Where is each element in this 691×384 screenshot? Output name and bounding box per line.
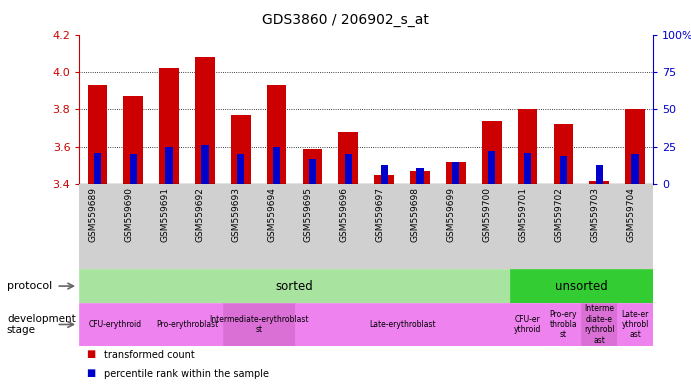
Bar bbox=[79, 269, 509, 303]
Bar bbox=[165, 147, 173, 184]
Text: Intermediate-erythroblast
st: Intermediate-erythroblast st bbox=[209, 315, 308, 334]
Text: GDS3860 / 206902_s_at: GDS3860 / 206902_s_at bbox=[262, 13, 429, 27]
Bar bbox=[195, 57, 215, 184]
Bar bbox=[452, 162, 460, 184]
Bar bbox=[231, 115, 251, 184]
Text: GSM559697: GSM559697 bbox=[375, 187, 384, 242]
Bar bbox=[446, 162, 466, 184]
Bar bbox=[518, 109, 538, 184]
Text: transformed count: transformed count bbox=[104, 350, 194, 360]
Text: Pro-ery
throbla
st: Pro-ery throbla st bbox=[549, 310, 577, 339]
Bar bbox=[303, 149, 322, 184]
Bar bbox=[159, 68, 179, 184]
Text: CFU-erythroid: CFU-erythroid bbox=[88, 320, 142, 329]
Text: CFU-er
ythroid: CFU-er ythroid bbox=[514, 315, 541, 334]
Text: GSM559695: GSM559695 bbox=[303, 187, 312, 242]
Bar bbox=[267, 85, 287, 184]
Bar bbox=[309, 159, 316, 184]
Bar bbox=[339, 132, 358, 184]
Bar bbox=[88, 85, 107, 184]
Bar bbox=[273, 147, 280, 184]
Bar bbox=[596, 165, 603, 184]
Bar bbox=[410, 171, 430, 184]
Bar bbox=[151, 303, 223, 346]
Text: Late-er
ythrobl
ast: Late-er ythrobl ast bbox=[621, 310, 649, 339]
Bar bbox=[632, 154, 638, 184]
Text: GSM559691: GSM559691 bbox=[160, 187, 169, 242]
Bar bbox=[581, 303, 617, 346]
Bar bbox=[488, 151, 495, 184]
Bar bbox=[223, 303, 294, 346]
Bar bbox=[589, 180, 609, 184]
Bar bbox=[237, 154, 245, 184]
Bar bbox=[625, 109, 645, 184]
Bar bbox=[79, 303, 151, 346]
Bar bbox=[201, 146, 209, 184]
Text: GSM559699: GSM559699 bbox=[447, 187, 456, 242]
Text: GSM559694: GSM559694 bbox=[267, 187, 276, 242]
Bar bbox=[124, 96, 143, 184]
Text: ■: ■ bbox=[86, 368, 95, 378]
Bar bbox=[130, 154, 137, 184]
Bar bbox=[509, 303, 545, 346]
Text: ■: ■ bbox=[86, 349, 95, 359]
Text: GSM559701: GSM559701 bbox=[518, 187, 527, 242]
Text: Interme
diate-e
rythrobl
ast: Interme diate-e rythrobl ast bbox=[584, 305, 614, 344]
Text: GSM559700: GSM559700 bbox=[483, 187, 492, 242]
Text: GSM559702: GSM559702 bbox=[554, 187, 563, 242]
Bar bbox=[417, 168, 424, 184]
Bar bbox=[617, 303, 653, 346]
Text: protocol: protocol bbox=[7, 281, 52, 291]
Bar bbox=[94, 153, 101, 184]
Bar bbox=[524, 153, 531, 184]
Text: GSM559689: GSM559689 bbox=[88, 187, 97, 242]
Bar bbox=[545, 303, 581, 346]
Text: Pro-erythroblast: Pro-erythroblast bbox=[156, 320, 218, 329]
Text: percentile rank within the sample: percentile rank within the sample bbox=[104, 369, 269, 379]
Text: GSM559692: GSM559692 bbox=[196, 187, 205, 242]
Bar bbox=[375, 175, 394, 184]
Text: GSM559690: GSM559690 bbox=[124, 187, 133, 242]
Text: GSM559696: GSM559696 bbox=[339, 187, 348, 242]
Text: unsorted: unsorted bbox=[555, 280, 607, 293]
Text: GSM559693: GSM559693 bbox=[231, 187, 240, 242]
Text: GSM559698: GSM559698 bbox=[411, 187, 420, 242]
Text: development
stage: development stage bbox=[7, 314, 75, 335]
Bar bbox=[553, 124, 574, 184]
Bar bbox=[345, 154, 352, 184]
Bar bbox=[560, 156, 567, 184]
Text: GSM559704: GSM559704 bbox=[626, 187, 635, 242]
Bar bbox=[482, 121, 502, 184]
Text: Late-erythroblast: Late-erythroblast bbox=[369, 320, 435, 329]
Bar bbox=[294, 303, 509, 346]
Text: sorted: sorted bbox=[276, 280, 314, 293]
Bar bbox=[509, 269, 653, 303]
Bar bbox=[381, 165, 388, 184]
Text: GSM559703: GSM559703 bbox=[590, 187, 599, 242]
